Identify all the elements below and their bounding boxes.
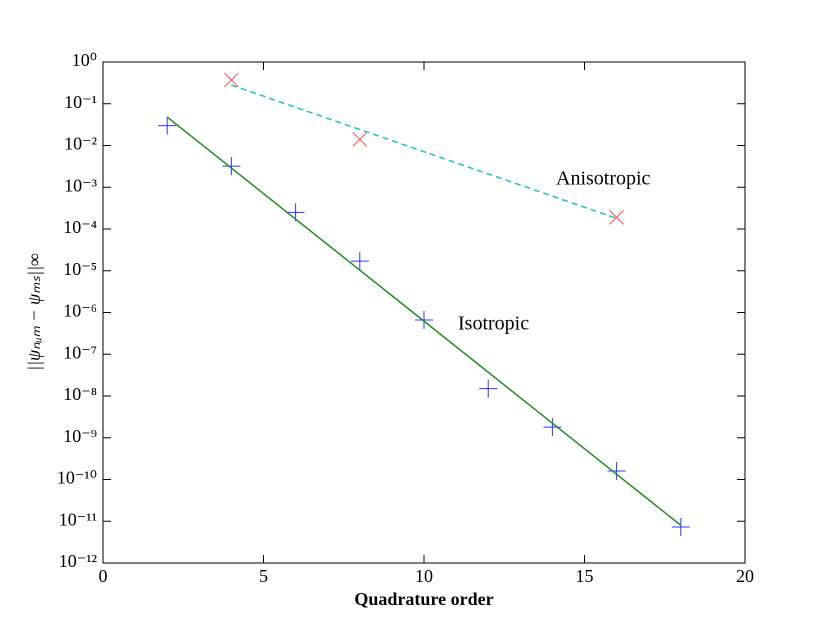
y-tick-label: 10⁰ bbox=[72, 50, 97, 70]
x-tick-label: 15 bbox=[576, 566, 594, 586]
y-tick-label: 10⁻⁶ bbox=[63, 301, 97, 321]
x-tick-label: 10 bbox=[415, 566, 433, 586]
x-axis-label: Quadrature order bbox=[354, 589, 493, 609]
marker bbox=[158, 116, 177, 135]
y-tick-label: 10⁻⁹ bbox=[63, 426, 97, 446]
marker bbox=[352, 132, 368, 147]
marker bbox=[671, 517, 690, 536]
y-tick-label: 10⁻⁷ bbox=[63, 342, 97, 362]
x-tick-label: 0 bbox=[99, 566, 108, 586]
y-tick-label: 10⁻¹² bbox=[59, 551, 97, 571]
marker bbox=[415, 311, 433, 330]
marker bbox=[609, 210, 624, 225]
marker bbox=[543, 418, 562, 437]
x-tick-label: 5 bbox=[259, 566, 268, 586]
annotation: Isotropic bbox=[458, 313, 529, 335]
y-tick-label: 10⁻³ bbox=[64, 175, 98, 195]
x-tick-label: 20 bbox=[736, 566, 754, 586]
y-tick-label: 10⁻⁵ bbox=[63, 259, 97, 279]
y-tick-label: 10⁻⁸ bbox=[63, 384, 97, 404]
annotation: Anisotropic bbox=[556, 168, 651, 190]
line bbox=[166, 116, 682, 526]
line bbox=[231, 84, 617, 220]
y-tick-label: 10⁻² bbox=[64, 134, 97, 154]
y-tick-label: 10⁻¹¹ bbox=[59, 509, 97, 529]
y-tick-label: 10⁻¹ bbox=[64, 92, 97, 112]
y-axis-label: ||ψₙᵤₘ − ψₘₛ||∞ bbox=[24, 253, 44, 371]
y-tick-label: 10⁻⁴ bbox=[63, 217, 97, 237]
y-tick-label: 10⁻¹⁰ bbox=[57, 468, 97, 488]
marker bbox=[350, 252, 369, 271]
marker bbox=[224, 72, 239, 88]
marker bbox=[222, 157, 241, 176]
marker bbox=[479, 379, 498, 398]
marker bbox=[607, 461, 626, 480]
